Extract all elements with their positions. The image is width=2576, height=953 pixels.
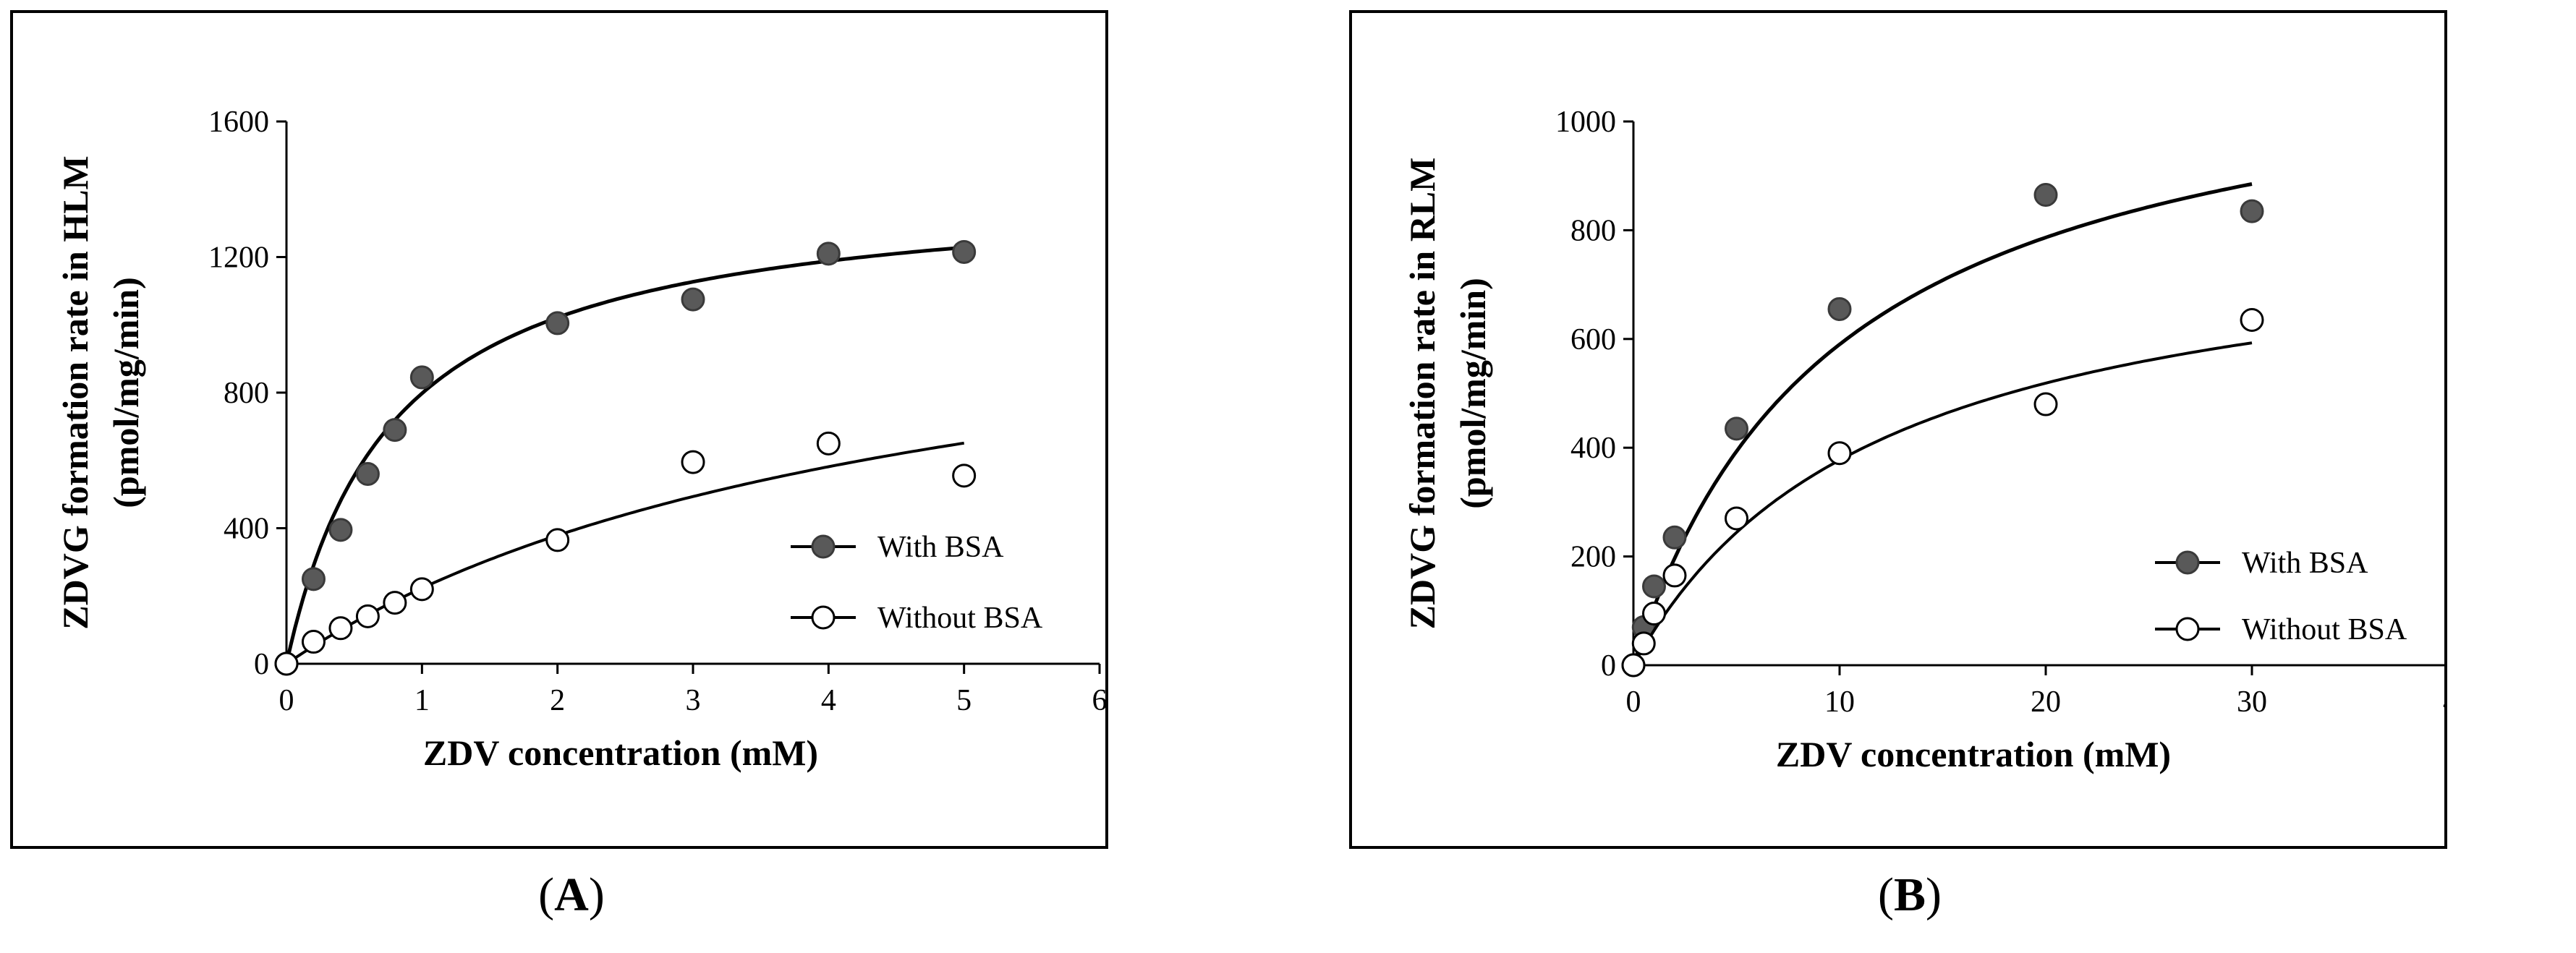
data-point-without-bsa-a (328, 616, 353, 641)
y-tick-label-b: 200 (1570, 541, 1616, 574)
chart-panel-b: 0 200 400 600 800 1000 0 10 20 30 40 ZDV concentrat… (1349, 10, 2447, 849)
y-axis-title-line1-b: ZDVG formation rate in RLM (1402, 158, 1442, 630)
data-point-with-bsa-a (301, 567, 326, 591)
x-tick-label-a: 3 (686, 684, 701, 717)
data-point-with-bsa-a (816, 242, 841, 266)
y-tick-label-a: 0 (254, 648, 269, 681)
x-tick-label-a: 2 (550, 684, 565, 717)
data-point-without-bsa-b (1725, 506, 1748, 531)
fit-curve-without-bsa-a (285, 441, 965, 665)
y-axis-title-line2-b: (pmol/mg/min) (1453, 278, 1493, 508)
data-point-with-bsa-b (2033, 183, 2058, 208)
data-point-without-bsa-b (1642, 602, 1666, 626)
data-point-with-bsa-a (681, 287, 705, 312)
x-tick-label-b: 30 (2237, 685, 2267, 719)
data-point-without-bsa-a (301, 630, 326, 654)
x-tick-label-b: 20 (2031, 685, 2061, 719)
data-point-without-bsa-a (816, 431, 841, 456)
y-axis-title-line1-a: ZDVG formation rate in HLM (55, 155, 95, 629)
legend-label-without-bsa-b: Without BSA (2242, 613, 2407, 646)
x-axis-title-a: ZDV concentration (mM) (423, 732, 818, 773)
panel-label-a: (A) (538, 868, 605, 921)
data-point-without-bsa-a (383, 591, 407, 615)
y-tick-label-b: 600 (1570, 323, 1616, 356)
data-point-without-bsa-a (274, 651, 299, 676)
data-point-without-bsa-a (952, 463, 977, 488)
data-point-with-bsa-b (1827, 296, 1852, 321)
x-tick-label-a: 0 (279, 684, 294, 717)
data-point-without-bsa-b (1631, 631, 1656, 656)
x-tick-label-a: 4 (821, 684, 836, 717)
panel-letter-a: A (554, 868, 589, 921)
data-point-with-bsa-a (328, 518, 353, 542)
x-tick-label-a: 6 (1092, 684, 1106, 717)
data-point-with-bsa-a (355, 462, 380, 486)
fit-curve-with-bsa-b (1631, 182, 2253, 666)
data-point-without-bsa-b (2240, 307, 2264, 332)
y-tick-label-a: 800 (224, 377, 269, 410)
x-tick-label-b: 10 (1824, 685, 1855, 719)
chart-b-svg: 0 200 400 600 800 1000 0 10 20 30 40 ZDV concentrat… (1402, 106, 2444, 774)
y-tick-label-b: 400 (1570, 432, 1616, 465)
y-tick-label-b: 1000 (1555, 106, 1616, 139)
legend-marker-without-bsa-b (2175, 617, 2200, 641)
data-point-with-bsa-b (2240, 199, 2264, 223)
data-point-without-bsa-b (1662, 563, 1687, 588)
x-tick-label-b: 40 (2443, 685, 2444, 719)
x-tick-label-b: 0 (1626, 685, 1641, 719)
panel-label-b: (B) (1878, 868, 1942, 921)
data-point-without-bsa-a (545, 528, 570, 552)
data-point-without-bsa-b (1621, 653, 1646, 678)
data-point-with-bsa-b (1725, 416, 1748, 441)
x-tick-label-a: 1 (415, 684, 430, 717)
legend-marker-without-bsa-a (811, 605, 836, 630)
x-axis-title-b: ZDV concentration (mM) (1776, 734, 2171, 774)
chart-panel-a: 0 400 800 1200 1600 0 1 2 3 4 5 6 ZDV concentration … (10, 10, 1108, 849)
data-point-with-bsa-b (1662, 525, 1687, 550)
data-point-with-bsa-a (409, 365, 434, 390)
legend-marker-with-bsa-a (811, 534, 836, 559)
y-tick-label-b: 0 (1601, 649, 1616, 683)
fit-curve-without-bsa-b (1632, 341, 2253, 666)
y-tick-label-a: 1200 (208, 242, 269, 275)
y-tick-label-a: 1600 (208, 106, 269, 139)
chart-a-svg: 0 400 800 1200 1600 0 1 2 3 4 5 6 ZDV concentration … (55, 106, 1106, 773)
data-point-without-bsa-a (409, 577, 434, 602)
legend-label-with-bsa-b: With BSA (2242, 547, 2368, 580)
legend-label-without-bsa-a: Without BSA (877, 602, 1043, 635)
legend-marker-with-bsa-b (2175, 550, 2200, 575)
fit-curve-with-bsa-a (284, 245, 964, 664)
data-point-with-bsa-b (1642, 574, 1666, 599)
data-point-with-bsa-a (545, 311, 570, 336)
panel-letter-b: B (1893, 868, 1926, 921)
data-point-with-bsa-a (383, 418, 407, 443)
data-point-without-bsa-a (355, 604, 380, 628)
y-tick-label-a: 400 (224, 513, 269, 546)
data-point-without-bsa-b (1827, 441, 1852, 466)
legend-label-with-bsa-a: With BSA (877, 531, 1004, 564)
data-point-without-bsa-b (2033, 392, 2058, 416)
data-point-without-bsa-a (681, 450, 705, 474)
y-axis-title-line2-a: (pmol/mg/min) (106, 277, 146, 508)
data-point-with-bsa-a (952, 239, 977, 264)
x-tick-label-a: 5 (956, 684, 972, 717)
y-tick-label-b: 800 (1570, 214, 1616, 247)
